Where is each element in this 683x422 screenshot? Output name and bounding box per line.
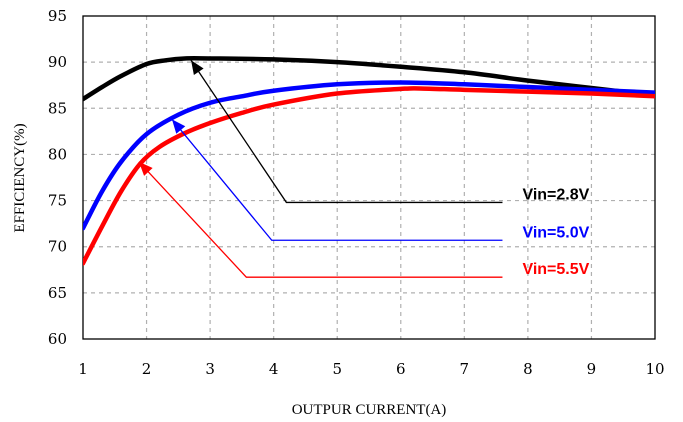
x-tick-label: 2 (142, 360, 152, 378)
annotations: Vin=2.8V Vin=5.0V Vin=5.5V (138, 59, 590, 278)
annotation-arrowhead-3 (138, 161, 153, 176)
y-tick-label: 75 (48, 192, 67, 210)
annotation-leader-2 (171, 118, 503, 241)
x-tick-label: 4 (269, 360, 279, 378)
series-line-2 (83, 80, 655, 231)
series-lines (83, 56, 655, 266)
x-tick-label: 5 (332, 360, 342, 378)
grid-lines (83, 16, 655, 339)
y-tick-label: 80 (48, 145, 67, 163)
x-tick-label: 6 (396, 360, 406, 378)
series-label-3: Vin=5.5V (522, 261, 589, 278)
series-label-1: Vin=2.8V (522, 186, 589, 203)
series-line-3 (83, 86, 655, 266)
series-line-1 (83, 56, 655, 102)
x-tick-label: 10 (645, 360, 664, 378)
x-tick-label: 1 (78, 360, 88, 378)
x-tick-label: 8 (523, 360, 533, 378)
x-tick-label: 7 (460, 360, 470, 378)
y-tick-label: 70 (48, 238, 67, 256)
annotation-leader-3 (138, 161, 503, 278)
y-tick-label: 65 (48, 284, 67, 302)
series-label-2: Vin=5.0V (522, 224, 589, 241)
y-axis-title: EFFICIENCY(%) (12, 123, 28, 232)
annotation-arrowhead-1 (191, 60, 204, 76)
plot-frame (82, 15, 656, 340)
tick-labels: 1 2 3 4 5 6 7 8 9 10 60 65 70 75 80 85 90 95 (48, 7, 665, 378)
y-tick-label: 90 (48, 53, 67, 71)
annotation-arrowhead-2 (171, 119, 186, 134)
y-tick-label: 95 (48, 7, 67, 25)
y-tick-label: 60 (48, 330, 67, 348)
x-axis-title: OUTPUR CURRENT(A) (292, 402, 447, 418)
x-tick-label: 9 (587, 360, 597, 378)
annotation-leader-1 (190, 59, 503, 204)
x-tick-label: 3 (205, 360, 215, 378)
y-tick-label: 85 (48, 99, 67, 117)
